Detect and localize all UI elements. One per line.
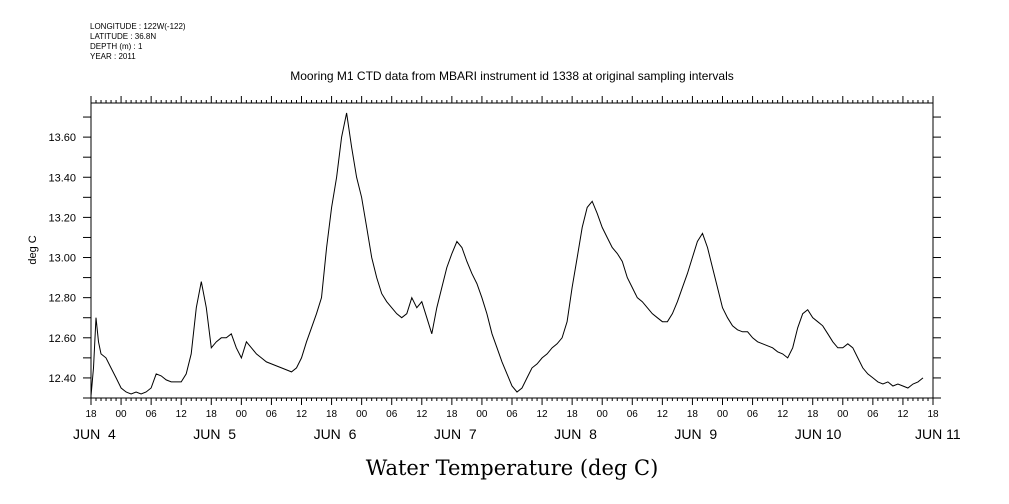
x-tick-label-day: JUN 6 (314, 426, 357, 442)
latitude-label: LATITUDE : 36.8N (90, 32, 157, 41)
x-tick-label-hour: 12 (777, 409, 789, 420)
x-tick-label-hour: 12 (537, 409, 549, 420)
y-tick-label: 12.80 (48, 293, 76, 305)
x-tick-label-hour: 12 (897, 409, 909, 420)
x-axis-label: Water Temperature (deg C) (366, 456, 659, 480)
x-tick-label-day: JUN 9 (674, 426, 717, 442)
x-tick-label-day: JUN 8 (554, 426, 597, 442)
x-tick-label-day: JUN 7 (434, 426, 477, 442)
x-tick-label-hour: 18 (807, 409, 819, 420)
x-axis: 18 00 06 12 18 00 06 12 18 00 06 12 18 00 06 12 18 00 06 12… (73, 409, 961, 442)
series-line-water-temperature (90, 112, 924, 397)
x-tick-label-hour: 00 (597, 409, 609, 420)
x-tick-label-hour: 06 (506, 409, 518, 420)
x-tick-label-hour: 06 (627, 409, 639, 420)
x-tick-label-hour: 12 (657, 409, 669, 420)
chart-title: Mooring M1 CTD data from MBARI instrumen… (290, 69, 734, 83)
y-tick-label: 13.00 (48, 253, 76, 265)
x-tick-label-hour: 18 (326, 409, 338, 420)
x-tick-label-hour: 12 (416, 409, 428, 420)
x-tick-label-hour: 00 (116, 409, 128, 420)
x-tick-label-hour: 18 (85, 409, 97, 420)
x-tick-label-hour: 00 (356, 409, 368, 420)
x-tick-label-hour: 06 (266, 409, 278, 420)
x-tick-label-hour: 06 (386, 409, 398, 420)
x-tick-label-hour: 06 (867, 409, 879, 420)
minor-ticks (90, 96, 934, 405)
y-axis: 12.40 12.60 12.80 13.00 13.20 13.40 13.60 (48, 116, 941, 399)
x-tick-label-hour: 06 (747, 409, 759, 420)
y-tick-label: 13.20 (48, 212, 76, 224)
x-tick-label-day: JUN 11 (915, 426, 961, 442)
metadata-header: LONGITUDE : 122W(-122) LATITUDE : 36.8N … (90, 22, 186, 62)
x-tick-label-hour: 06 (146, 409, 158, 420)
x-tick-label-day: JUN 5 (193, 426, 236, 442)
x-tick-label-hour: 00 (717, 409, 729, 420)
x-tick-label-day: JUN 4 (73, 426, 116, 442)
x-tick-label-hour: 18 (446, 409, 458, 420)
x-tick-label-hour: 18 (206, 409, 218, 420)
x-tick-label-hour: 18 (687, 409, 699, 420)
x-tick-label-hour: 18 (567, 409, 579, 420)
longitude-label: LONGITUDE : 122W(-122) (90, 22, 186, 31)
year-label: YEAR : 2011 (90, 52, 136, 61)
x-tick-label-hour: 00 (236, 409, 248, 420)
x-tick-label-hour: 18 (927, 409, 939, 420)
x-tick-label-day: JUN 10 (795, 426, 842, 442)
y-axis-label: deg C (27, 235, 39, 264)
depth-label: DEPTH (m) : 1 (90, 42, 143, 51)
y-tick-label: 13.60 (48, 132, 76, 144)
x-tick-label-hour: 12 (176, 409, 188, 420)
x-tick-label-hour: 00 (837, 409, 849, 420)
y-tick-label: 13.40 (48, 172, 76, 184)
y-tick-label: 12.40 (48, 373, 76, 385)
x-tick-label-hour: 12 (296, 409, 308, 420)
x-tick-label-hour: 00 (476, 409, 488, 420)
y-tick-label: 12.60 (48, 333, 76, 345)
plot-frame (90, 102, 934, 399)
